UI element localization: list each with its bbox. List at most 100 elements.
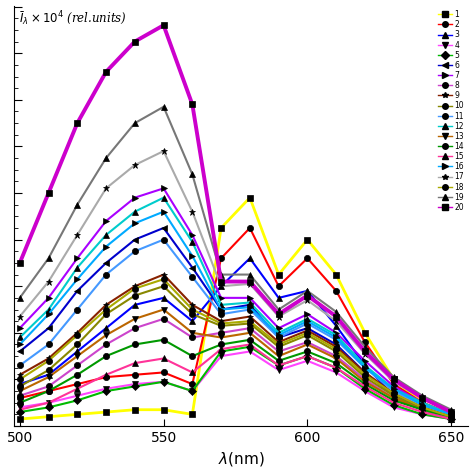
- 12: [190, 239, 195, 245]
- 2: [190, 381, 195, 387]
- 11: [333, 337, 339, 343]
- 20: [190, 101, 195, 107]
- 10: [132, 293, 137, 299]
- 4: [247, 348, 253, 354]
- 7: [103, 218, 109, 224]
- 11: [132, 248, 137, 254]
- 20: [218, 279, 224, 284]
- 6: [391, 393, 397, 399]
- 1: [218, 225, 224, 231]
- 7: [74, 255, 80, 261]
- 4: [419, 411, 425, 417]
- Line: 11: 11: [17, 237, 454, 418]
- 19: [333, 309, 339, 315]
- 8: [190, 335, 195, 340]
- 5: [218, 348, 224, 354]
- 20: [391, 376, 397, 382]
- 2: [17, 395, 23, 401]
- 13: [419, 407, 425, 412]
- 8: [161, 316, 166, 322]
- 8: [304, 339, 310, 345]
- 15: [419, 409, 425, 415]
- 6: [74, 288, 80, 294]
- 14: [74, 372, 80, 378]
- 17: [218, 283, 224, 289]
- 12: [218, 302, 224, 308]
- Line: 3: 3: [17, 255, 454, 422]
- 15: [333, 365, 339, 371]
- 12: [333, 332, 339, 338]
- 20: [419, 395, 425, 401]
- 15: [448, 416, 454, 422]
- 7: [448, 411, 454, 417]
- 15: [46, 400, 51, 406]
- 16: [448, 411, 454, 417]
- 18: [276, 342, 282, 347]
- 6: [190, 265, 195, 271]
- 13: [448, 414, 454, 419]
- 16: [419, 402, 425, 408]
- 18: [161, 276, 166, 282]
- 14: [161, 337, 166, 343]
- 18: [46, 358, 51, 364]
- 4: [161, 379, 166, 384]
- 18: [247, 319, 253, 324]
- 13: [46, 374, 51, 380]
- 2: [419, 400, 425, 406]
- Text: $\bar{I}_{\lambda}\times10^{4}$ (rel.units): $\bar{I}_{\lambda}\times10^{4}$ (rel.uni…: [18, 10, 127, 27]
- 3: [218, 283, 224, 289]
- 7: [419, 400, 425, 406]
- Line: 9: 9: [17, 272, 454, 420]
- 8: [362, 376, 368, 382]
- 12: [17, 335, 23, 340]
- 13: [190, 330, 195, 336]
- 11: [46, 342, 51, 347]
- 15: [74, 386, 80, 392]
- 14: [46, 388, 51, 394]
- 17: [247, 281, 253, 287]
- 2: [161, 370, 166, 375]
- 17: [391, 379, 397, 384]
- 14: [218, 342, 224, 347]
- 16: [46, 311, 51, 317]
- 13: [74, 353, 80, 359]
- Line: 18: 18: [17, 276, 454, 420]
- 11: [448, 411, 454, 417]
- 14: [448, 414, 454, 419]
- 9: [17, 372, 23, 378]
- 10: [161, 283, 166, 289]
- 5: [103, 388, 109, 394]
- 11: [304, 320, 310, 326]
- 1: [74, 411, 80, 417]
- 3: [17, 381, 23, 387]
- 9: [333, 344, 339, 350]
- 5: [161, 379, 166, 384]
- 8: [448, 414, 454, 419]
- 5: [190, 388, 195, 394]
- Line: 5: 5: [17, 344, 454, 422]
- 19: [74, 202, 80, 208]
- Line: 15: 15: [17, 341, 454, 422]
- 5: [276, 363, 282, 368]
- 4: [103, 386, 109, 392]
- 19: [17, 295, 23, 301]
- 6: [161, 225, 166, 231]
- 10: [190, 311, 195, 317]
- 14: [362, 381, 368, 387]
- 15: [190, 370, 195, 375]
- 6: [333, 342, 339, 347]
- 1: [190, 411, 195, 417]
- 16: [161, 209, 166, 215]
- X-axis label: $\lambda$(nm): $\lambda$(nm): [218, 450, 264, 468]
- 1: [17, 416, 23, 422]
- 12: [46, 307, 51, 312]
- 15: [391, 400, 397, 406]
- 7: [333, 330, 339, 336]
- 13: [161, 307, 166, 312]
- 8: [74, 363, 80, 368]
- 17: [333, 319, 339, 324]
- 6: [276, 335, 282, 340]
- Line: 13: 13: [17, 306, 454, 420]
- 1: [161, 407, 166, 412]
- 10: [448, 414, 454, 419]
